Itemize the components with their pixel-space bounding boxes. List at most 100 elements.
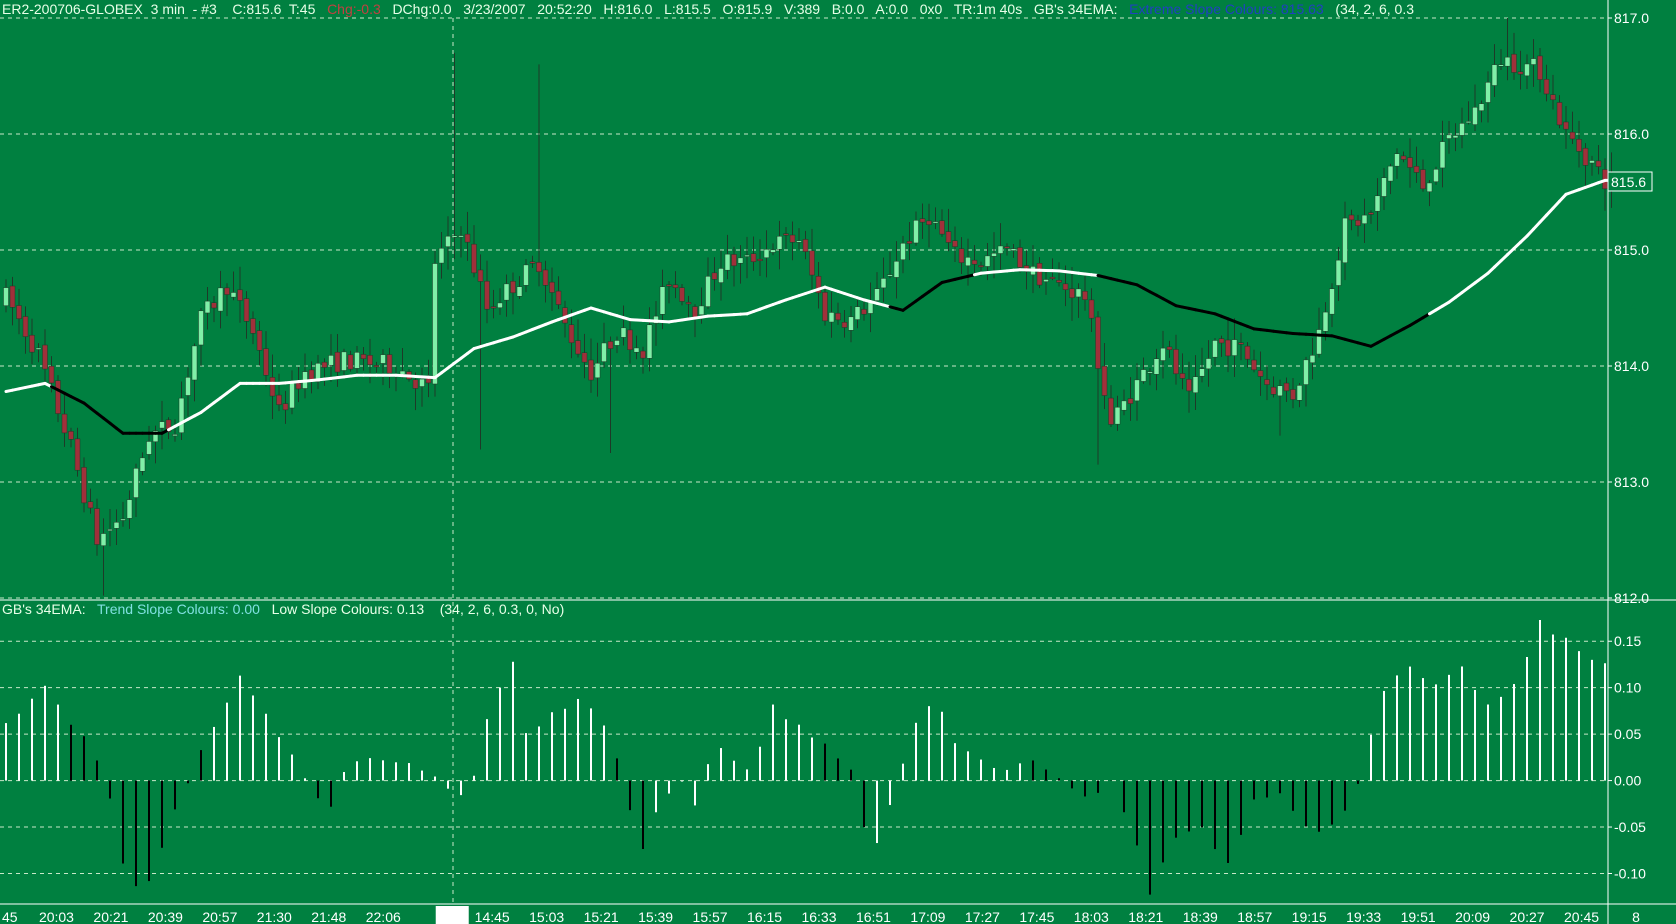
candle-up xyxy=(399,370,406,375)
candle-up xyxy=(438,248,445,264)
candle-down xyxy=(1238,342,1244,345)
candle-down xyxy=(555,290,562,305)
candle-down xyxy=(1582,147,1589,166)
candle-up xyxy=(100,533,107,546)
candle-down xyxy=(1166,346,1173,350)
time-tick-label: 20:45 xyxy=(1564,909,1599,924)
candle-down xyxy=(1088,299,1095,319)
candle-down xyxy=(1283,382,1290,392)
candle-down xyxy=(1413,166,1420,173)
candle-up xyxy=(432,263,438,385)
candle-up xyxy=(1433,168,1439,182)
low-slope-value: Low Slope Colours: 0.13 xyxy=(272,601,425,617)
candle-up xyxy=(1153,358,1160,375)
candle-up xyxy=(1459,123,1465,136)
indicator-params: (34, 2, 6, 0.3 xyxy=(1335,1,1414,17)
candle-down xyxy=(74,438,81,471)
candle-up xyxy=(1205,358,1212,370)
trend-slope-value: Trend Slope Colours: 0.00 xyxy=(97,601,260,617)
time-tick-label: 21:30 xyxy=(257,909,292,924)
candle-up xyxy=(880,278,887,289)
time-tick-label: 18:21 xyxy=(1128,909,1163,924)
time-tick-label: 18:57 xyxy=(1237,909,1272,924)
candle-up xyxy=(1277,385,1283,397)
time-tick-label: 21:48 xyxy=(311,909,346,924)
candle-down xyxy=(16,305,22,319)
candle-up xyxy=(1316,329,1322,355)
time-tick-label: 20:39 xyxy=(148,909,183,924)
candle-down xyxy=(783,233,789,236)
candle-up xyxy=(458,235,464,238)
flags-value: 0x0 xyxy=(920,1,943,17)
candle-down xyxy=(802,239,809,252)
candle-up xyxy=(230,292,237,298)
candle-down xyxy=(1400,155,1407,160)
candle-up xyxy=(380,354,386,364)
candle-up xyxy=(848,316,854,331)
candle-down xyxy=(510,280,516,294)
ema-segment xyxy=(1532,220,1542,231)
candle-down xyxy=(971,259,978,265)
candle-down xyxy=(1186,379,1192,392)
candle-down xyxy=(1173,349,1179,375)
candle-up xyxy=(1394,153,1400,167)
header-time: 20:52:20 xyxy=(537,1,592,17)
sub-header-line: GB's 34EMA: Trend Slope Colours: 0.00 Lo… xyxy=(2,601,564,617)
candle-up xyxy=(113,522,120,529)
symbol: ER2-200706-GLOBEX xyxy=(2,1,144,17)
candle-down xyxy=(692,306,698,318)
candle-down xyxy=(1348,214,1355,221)
candle-down xyxy=(568,324,575,344)
candle-up xyxy=(1147,371,1153,374)
candle-down xyxy=(666,284,672,287)
candle-down xyxy=(237,289,243,301)
open-value: O:815.9 xyxy=(723,1,773,17)
candle-up xyxy=(796,240,802,243)
candle-down xyxy=(224,287,230,295)
candle-up xyxy=(991,252,997,257)
time-tick-label: 19:33 xyxy=(1346,909,1381,924)
close-value: C:815.6 xyxy=(232,1,281,17)
time-tick-label: 20:21 xyxy=(93,909,128,924)
candle-down xyxy=(22,316,29,337)
candle-down xyxy=(1257,370,1264,377)
candle-up xyxy=(1485,82,1491,103)
candle-up xyxy=(178,397,185,433)
time-tick-label: 17:27 xyxy=(965,909,1000,924)
price-tick-label: 815.0 xyxy=(1614,242,1649,258)
candle-down xyxy=(549,281,555,293)
candle-up xyxy=(133,468,139,498)
candle-down xyxy=(295,382,302,390)
candle-down xyxy=(1179,373,1186,379)
candle-down xyxy=(81,467,87,504)
candle-up xyxy=(35,347,42,350)
high-value: H:816.0 xyxy=(603,1,652,17)
candle-down xyxy=(68,431,74,440)
candle-down xyxy=(906,241,913,244)
bid-value: B:0.0 xyxy=(832,1,865,17)
candle-up xyxy=(1043,279,1049,282)
candle-down xyxy=(61,413,68,434)
candle-up xyxy=(1439,141,1446,169)
slope-tick-label: -0.10 xyxy=(1614,865,1646,881)
candle-down xyxy=(269,377,276,397)
candle-down xyxy=(1543,79,1550,95)
interval: 3 min xyxy=(151,1,185,17)
candle-down xyxy=(1550,94,1556,101)
candle-up xyxy=(1160,347,1166,361)
change-value: Chg:-0.3 xyxy=(327,1,381,17)
time-tick-label: 8 xyxy=(1632,909,1640,924)
candle-up xyxy=(1381,177,1387,197)
candle-down xyxy=(321,361,328,368)
candle-down xyxy=(1420,169,1426,190)
candle-down xyxy=(250,318,256,334)
candle-down xyxy=(256,330,263,351)
candle-up xyxy=(1010,248,1017,251)
candle-down xyxy=(809,250,815,276)
candle-up xyxy=(854,306,861,320)
candle-down xyxy=(347,354,354,370)
volume-value: V:389 xyxy=(784,1,820,17)
candle-down xyxy=(1244,345,1251,360)
price-tick-label: 814.0 xyxy=(1614,358,1649,374)
